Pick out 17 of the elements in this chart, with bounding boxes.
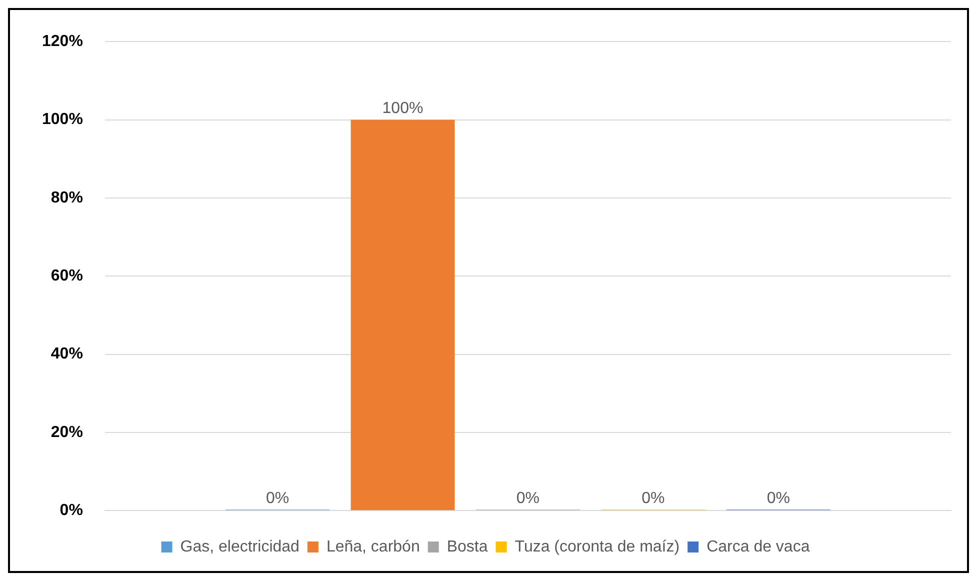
data-label: 0%	[516, 490, 540, 508]
legend-label: Bosta	[446, 538, 488, 556]
y-tick-label: 120%	[42, 33, 83, 50]
y-tick-label: 100%	[42, 111, 83, 128]
legend-label: Leña, carbón	[326, 538, 420, 556]
y-tick-label: 0%	[60, 502, 83, 520]
legend-label: Gas, electricidad	[180, 538, 300, 556]
data-label: 0%	[266, 490, 290, 508]
legend-label: Tuza (coronta de maíz)	[514, 538, 680, 556]
data-label: 0%	[766, 490, 790, 508]
y-tick-label: 40%	[50, 346, 83, 363]
data-label: 0%	[642, 490, 665, 508]
y-tick-label: 80%	[50, 189, 83, 206]
y-tick-label: 60%	[50, 268, 83, 285]
legend-label: Carca de vaca	[706, 538, 810, 556]
y-tick-label: 20%	[50, 424, 83, 441]
data-label: 100%	[382, 100, 424, 118]
